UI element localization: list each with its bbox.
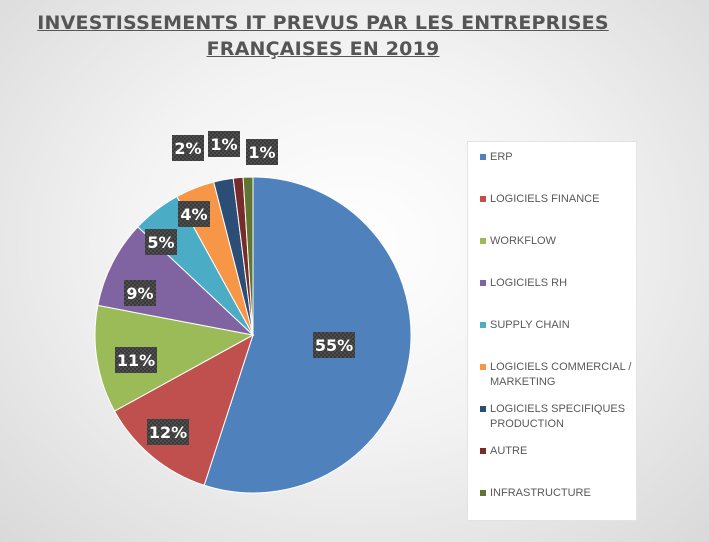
legend-item-1: ERP	[480, 150, 635, 165]
data-label-box	[124, 280, 156, 306]
legend-swatch	[480, 490, 486, 496]
data-label-box	[313, 332, 355, 358]
legend-label: WORKFLOW	[490, 235, 556, 247]
legend-item-2: LOGICIELS FINANCE	[480, 192, 635, 207]
legend-swatch	[480, 154, 486, 160]
data-label-4: 9%	[124, 280, 156, 306]
data-label-box	[147, 419, 189, 445]
data-label-text: 1%	[248, 143, 275, 162]
data-label-text: 1%	[210, 135, 237, 154]
legend-label: LOGICIELS COMMERCIAL / MARKETING	[490, 361, 632, 388]
pie-slice-9	[242, 176, 254, 336]
data-label-text: 9%	[126, 284, 153, 303]
legend-swatch	[480, 196, 486, 202]
legend-label: INFRASTRUCTURE	[490, 487, 591, 499]
data-label-box	[145, 229, 177, 255]
data-label-9: 1%	[246, 139, 278, 165]
data-label-text: 5%	[147, 233, 174, 252]
legend-label: ERP	[490, 151, 513, 163]
chart-title-line-1: INVESTISSEMENTS IT PREVUS PAR LES ENTREP…	[37, 12, 609, 34]
data-label-box	[172, 135, 204, 161]
data-label-text: 12%	[149, 423, 187, 442]
data-label-6: 4%	[178, 201, 210, 227]
legend-label: LOGICIELS SPECIFIQUES PRODUCTION	[490, 403, 626, 430]
data-label-text: 55%	[315, 336, 353, 355]
legend-item-5: SUPPLY CHAIN	[480, 318, 635, 333]
legend-swatch	[480, 238, 486, 244]
legend-item-6: LOGICIELS COMMERCIAL / MARKETING	[480, 360, 635, 390]
data-label-5: 5%	[145, 229, 177, 255]
chart-title-line-2: FRANÇAISES EN 2019	[206, 38, 440, 60]
legend-item-8: AUTRE	[480, 444, 635, 459]
data-label-box	[178, 201, 210, 227]
legend-label: SUPPLY CHAIN	[490, 319, 570, 331]
legend-swatch	[480, 406, 486, 412]
data-label-box	[246, 139, 278, 165]
legend-swatch	[480, 448, 486, 454]
data-label-2: 12%	[147, 419, 189, 445]
legend-label: LOGICIELS RH	[490, 277, 568, 289]
data-label-8: 1%	[208, 131, 240, 157]
legend-swatch	[480, 280, 486, 286]
data-label-1: 55%	[313, 332, 355, 358]
legend: ERP LOGICIELS FINANCE WORKFLOW LOGICIELS RH…	[467, 141, 637, 521]
data-label-7: 2%	[172, 135, 204, 161]
legend-swatch	[480, 364, 486, 370]
legend-item-9: INFRASTRUCTURE	[480, 486, 635, 501]
data-label-text: 4%	[180, 205, 207, 224]
data-label-3: 11%	[115, 347, 157, 373]
legend-swatch	[480, 322, 486, 328]
pie-slice-3	[94, 304, 255, 412]
legend-item-4: LOGICIELS RH	[480, 276, 635, 291]
legend-label: AUTRE	[490, 445, 528, 457]
data-label-box	[208, 131, 240, 157]
legend-label: LOGICIELS FINANCE	[490, 193, 600, 205]
pie-slice-2	[113, 333, 254, 486]
pie-slice-1	[203, 176, 412, 494]
data-label-box	[115, 347, 157, 373]
data-label-text: 11%	[117, 351, 155, 370]
data-label-text: 2%	[174, 139, 201, 158]
pie-slice-4	[97, 226, 255, 336]
legend-item-7: LOGICIELS SPECIFIQUES PRODUCTION	[480, 402, 635, 432]
legend-item-3: WORKFLOW	[480, 234, 635, 249]
